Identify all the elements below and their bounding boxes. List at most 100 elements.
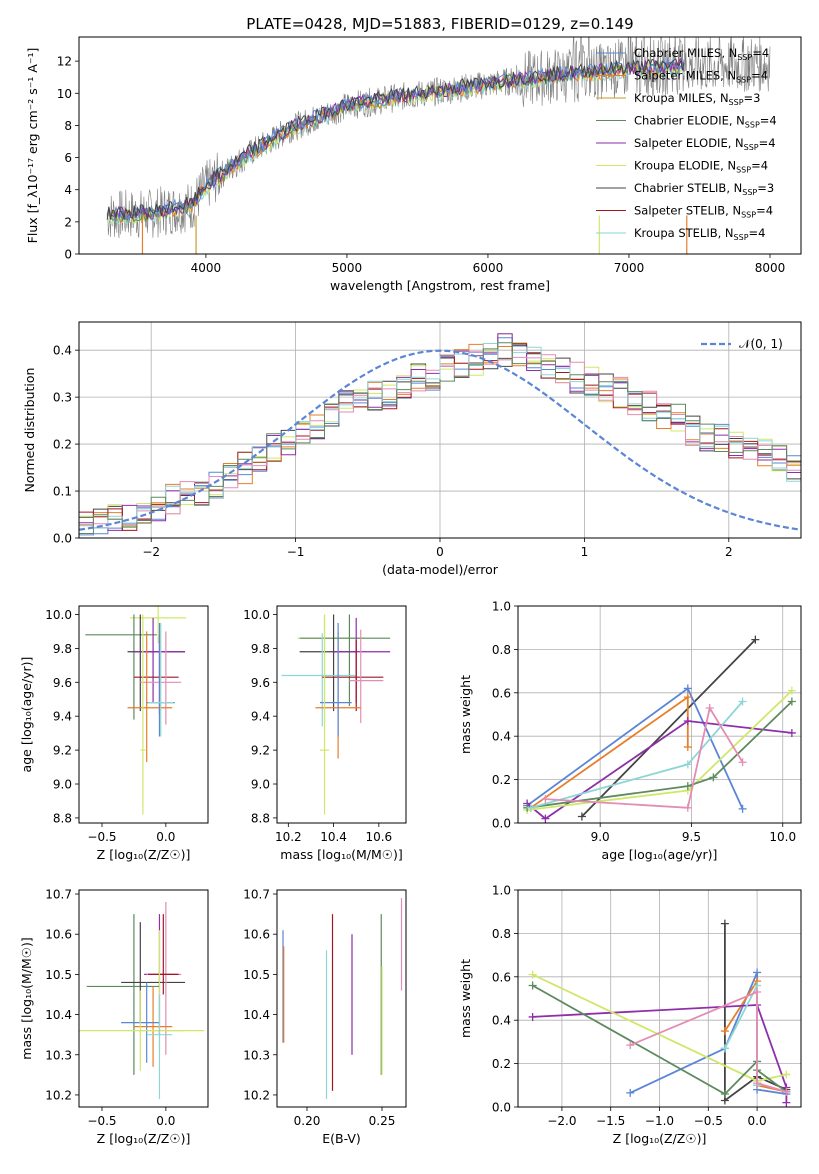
weight-line-pink xyxy=(545,705,744,809)
legend-entry: Salpeter ELODIE, NSSP=4 xyxy=(634,136,776,152)
y-tick-label: 0 xyxy=(64,248,72,262)
x-tick-label: 0.0 xyxy=(156,830,175,844)
y-tick-label: 10.7 xyxy=(45,888,72,902)
normal-curve xyxy=(79,349,801,531)
y-tick-label: 10.3 xyxy=(243,1048,270,1062)
weight-marker xyxy=(541,795,550,804)
axes-frame xyxy=(78,36,802,255)
model-spectrum-ch_stelib xyxy=(106,58,685,221)
weight-line-kr_stelib xyxy=(530,700,744,809)
weight-line-ch_stelib xyxy=(581,638,757,818)
weight-marker xyxy=(528,1012,537,1021)
model-spectrum-kr_stelib xyxy=(106,62,685,226)
weight-marker xyxy=(782,1087,791,1096)
y-tick-label: 0.1 xyxy=(53,485,72,499)
histogram-kr_stelib xyxy=(79,343,801,538)
x-axis-label: age [log₁₀(age/yr)] xyxy=(602,847,718,862)
histogram-ch_stelib xyxy=(79,344,801,538)
y-tick-label: 10.5 xyxy=(45,968,72,982)
y-tick-label: 10.4 xyxy=(243,1008,270,1022)
y-tick-label: 10.0 xyxy=(45,608,72,622)
x-axis-label: Z [log₁₀(Z/Z☉)] xyxy=(613,1131,707,1146)
panel-mass_vs_z: −0.5 0.0 10.2 10.3 10.4 10.5 10.6 10.7 Z [log₁₀(… xyxy=(19,888,209,1146)
weight-marker xyxy=(626,1041,635,1050)
legend-entry: Chabrier ELODIE, NSSP=4 xyxy=(634,114,777,130)
weight-marker xyxy=(526,803,535,812)
x-tick-label: 0.20 xyxy=(294,1114,321,1128)
y-tick-label: 10.6 xyxy=(45,928,72,942)
y-tick-label: 0.2 xyxy=(492,1057,511,1071)
x-tick-label: 8000 xyxy=(755,261,786,275)
weight-marker xyxy=(738,697,747,706)
x-tick-label: −0.5 xyxy=(87,830,116,844)
y-tick-label: 0.2 xyxy=(53,438,72,452)
weight-marker xyxy=(683,760,692,769)
y-tick-label: 10.6 xyxy=(243,928,270,942)
histogram-pink xyxy=(79,351,801,538)
y-tick-label: 10.2 xyxy=(243,1088,270,1102)
x-axis-label: (data-model)/error xyxy=(382,562,499,577)
y-tick-label: 10.3 xyxy=(45,1048,72,1062)
x-tick-label: −2 xyxy=(142,545,160,559)
y-tick-label: 9.2 xyxy=(53,744,72,758)
histogram-sa_elodie xyxy=(79,333,801,538)
x-tick-label: 10.6 xyxy=(365,830,392,844)
x-tick-label: −2.0 xyxy=(547,1114,576,1128)
weight-marker xyxy=(782,1070,791,1079)
plot-area xyxy=(85,606,187,815)
y-tick-label: 1.0 xyxy=(492,884,511,898)
y-axis-label: mass weight xyxy=(458,959,473,1038)
x-tick-label: 6000 xyxy=(473,261,504,275)
weight-marker xyxy=(709,773,718,782)
y-tick-label: 0.0 xyxy=(53,532,72,546)
x-tick-label: 10.4 xyxy=(320,830,347,844)
legend-entry: Kroupa STELIB, NSSP=4 xyxy=(634,226,765,242)
legend-entry: Kroupa ELODIE, NSSP=4 xyxy=(634,159,768,175)
y-tick-label: 9.0 xyxy=(251,778,270,792)
y-tick-label: 0.6 xyxy=(492,970,511,984)
x-axis-label: Z [log₁₀(Z/Z☉)] xyxy=(97,1131,191,1146)
weight-marker xyxy=(528,970,537,979)
weight-marker xyxy=(787,697,796,706)
x-tick-label: 1 xyxy=(581,545,589,559)
panel-weight_vs_z: −2.0 −1.5 −1.0 −0.5 0.0 0.0 0.2 0.4 0.6 0.8 1.0 Z [… xyxy=(458,884,802,1146)
x-tick-label: 0.0 xyxy=(748,1114,767,1128)
legend: Chabrier MILES, NSSP=4 Salpeter MILES, NS… xyxy=(596,46,777,242)
y-tick-label: 10.2 xyxy=(45,1088,72,1102)
legend: 𝒩(0, 1) xyxy=(701,337,783,351)
weight-marker xyxy=(720,1027,729,1036)
y-tick-label: 10.7 xyxy=(243,888,270,902)
plot-area xyxy=(281,614,391,815)
panel-weight_vs_age: 9.0 9.5 10.0 0.0 0.2 0.4 0.6 0.8 1.0 age [log₁₀(a… xyxy=(458,600,802,862)
panel-age_vs_z: −0.5 0.0 8.8 9.0 9.2 9.4 9.6 9.8 10.0 Z [log₁₀(Z/… xyxy=(19,605,209,862)
weight-marker xyxy=(720,1089,729,1098)
axes-frame xyxy=(276,889,407,1108)
weight-marker xyxy=(787,686,796,695)
y-tick-label: 9.0 xyxy=(53,778,72,792)
legend-entry: Salpeter MILES, NSSP=4 xyxy=(634,69,768,85)
y-tick-label: 9.6 xyxy=(251,676,270,690)
y-tick-label: 0.6 xyxy=(492,686,511,700)
y-tick-label: 0.4 xyxy=(492,730,511,744)
legend-entry: Salpeter STELIB, NSSP=4 xyxy=(634,204,773,220)
weight-marker xyxy=(577,812,586,821)
histogram-ch_miles xyxy=(79,337,801,538)
y-tick-label: 8.8 xyxy=(251,811,270,825)
legend-entry: 𝒩(0, 1) xyxy=(739,337,783,351)
x-tick-label: 0.0 xyxy=(156,1114,175,1128)
x-tick-label: 4000 xyxy=(191,261,222,275)
weight-marker xyxy=(683,803,692,812)
weight-marker xyxy=(787,728,796,737)
weight-marker xyxy=(683,782,692,791)
panel-age_vs_mass: 10.2 10.4 10.6 8.8 9.0 9.2 9.4 9.6 9.8 10.0 mass [… xyxy=(243,605,407,862)
weight-marker xyxy=(683,743,692,752)
axes-frame xyxy=(78,605,209,824)
x-tick-label: 2 xyxy=(725,545,733,559)
weight-marker xyxy=(782,1098,791,1107)
y-tick-label: 10 xyxy=(57,87,72,101)
y-tick-label: 9.6 xyxy=(53,676,72,690)
axes-frame xyxy=(517,889,802,1108)
axes-frame xyxy=(78,321,802,539)
weight-line-ch_stelib xyxy=(724,923,787,1103)
